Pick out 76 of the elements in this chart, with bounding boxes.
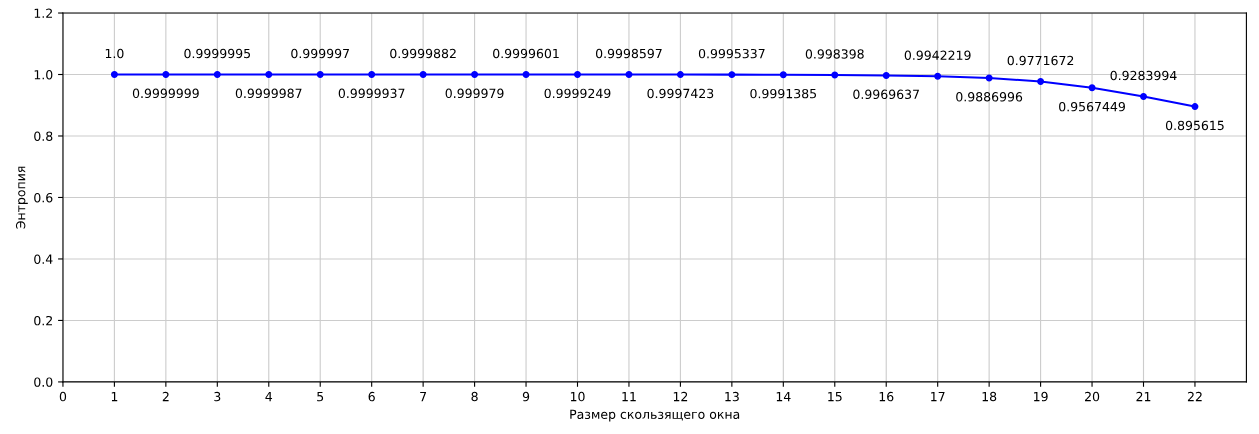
x-tick-label: 14 (776, 392, 791, 402)
point (1140, 93, 1147, 100)
point (1088, 84, 1096, 92)
data-label: 0.9999882 (390, 48, 456, 59)
y-tick-label: 0.0 (34, 377, 53, 387)
point (676, 71, 684, 79)
data-label: 0.9995337 (698, 48, 765, 59)
data-label: 0.9998597 (595, 48, 662, 59)
point (831, 71, 839, 79)
point (625, 71, 633, 79)
y-tick-label: 1.2 (34, 8, 52, 18)
x-tick-label: 11 (622, 392, 636, 402)
point (213, 71, 221, 78)
x-tick-label: 17 (931, 392, 945, 402)
x-tick-label: 19 (1034, 391, 1048, 402)
data-label: 0.9999249 (544, 88, 611, 99)
data-label: 0.9886996 (956, 92, 1023, 102)
point (934, 72, 942, 80)
x-tick-label: 6 (368, 391, 375, 402)
data-label: 0.9283994 (1110, 70, 1177, 81)
data-label: 0.9942219 (904, 50, 971, 60)
point (985, 74, 993, 82)
point (1037, 78, 1045, 85)
point (265, 71, 273, 78)
data-label: 0.9991385 (750, 88, 817, 99)
x-tick-label: 4 (265, 392, 273, 402)
y-tick-label: 1.0 (34, 69, 53, 80)
data-label: 0.9771672 (1007, 55, 1074, 66)
x-tick-label: 18 (982, 391, 997, 402)
point (882, 71, 890, 79)
point (728, 71, 736, 79)
data-label: 0.9567449 (1059, 101, 1125, 112)
x-tick-label: 9 (522, 391, 530, 402)
x-tick-label: 2 (162, 391, 169, 402)
x-tick-label: 1 (111, 392, 118, 402)
point (162, 71, 170, 78)
x-tick-label: 15 (828, 392, 842, 402)
data-label: 0.9997423 (647, 88, 714, 99)
x-tick-label: 13 (725, 391, 739, 402)
x-tick-label: 16 (879, 391, 894, 402)
point (522, 71, 530, 78)
point (1191, 103, 1199, 111)
x-axis-title: Размер скользящего окна (570, 409, 740, 422)
point (368, 71, 376, 78)
x-tick-label: 12 (673, 391, 688, 402)
point (316, 71, 324, 78)
data-label: 0.9969637 (853, 89, 919, 99)
y-axis-title: Энтропия (15, 166, 28, 229)
data-label: 0.9999987 (235, 88, 302, 99)
x-tick-label: 0 (59, 391, 67, 402)
data-label: 0.9999601 (493, 48, 559, 59)
x-tick-label: 5 (317, 392, 324, 402)
x-tick-label: 10 (570, 391, 585, 402)
point (419, 71, 427, 78)
point (110, 71, 118, 78)
data-label: 1.0 (105, 48, 124, 59)
x-tick-label: 22 (1187, 391, 1202, 402)
x-tick-label: 3 (214, 391, 221, 402)
x-tick-label: 8 (471, 391, 478, 402)
data-label: 0.998398 (805, 49, 864, 59)
data-label: 0.999997 (291, 48, 349, 59)
y-tick-label: 0.2 (34, 315, 52, 326)
x-tick-label: 7 (420, 392, 427, 402)
data-label: 0.9999999 (132, 88, 199, 99)
point (574, 71, 581, 78)
data-label: 0.999979 (445, 88, 504, 99)
y-tick-label: 0.8 (34, 131, 53, 141)
x-tick-label: 20 (1085, 391, 1100, 402)
data-label: 0.895615 (1165, 120, 1224, 131)
point (779, 71, 787, 79)
y-tick-label: 0.6 (34, 192, 53, 203)
y-tick-label: 0.4 (34, 254, 53, 264)
data-label: 0.9999995 (184, 48, 251, 59)
point (471, 71, 479, 78)
x-tick-label: 21 (1136, 391, 1151, 402)
data-label: 0.9999937 (338, 88, 405, 99)
